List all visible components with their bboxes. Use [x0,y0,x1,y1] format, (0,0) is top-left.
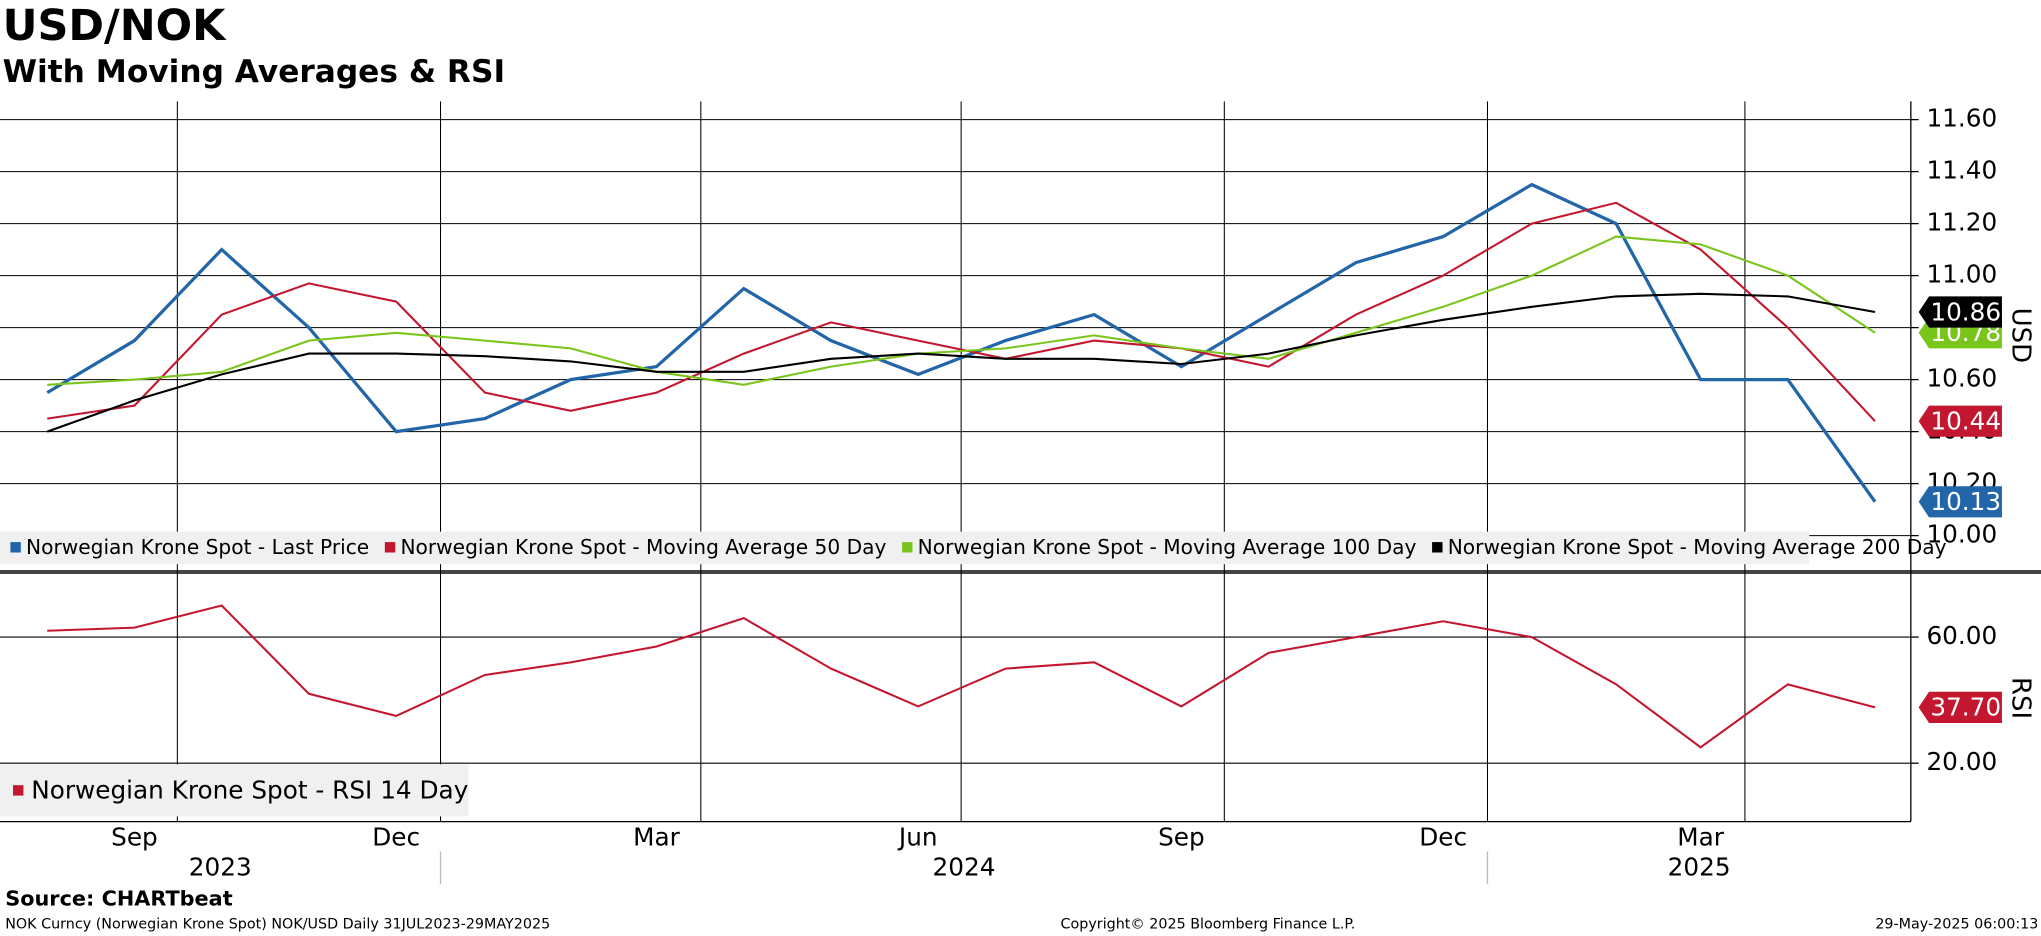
series-line [46,292,1876,433]
x-year-label: 2024 [933,852,996,881]
x-tick-label: Mar [633,823,680,852]
last-value-badge [1918,486,2002,518]
legend-swatch [1432,542,1443,553]
series-line [47,201,1876,422]
x-year-label: 2023 [189,852,252,881]
last-value-label: 37.70 [1930,693,2001,722]
legend-swatch [13,785,24,796]
last-value-label: 10.86 [1930,297,2001,326]
chart-subtitle: With Moving Averages & RSI [3,54,505,90]
chart-title: USD/NOK [3,1,228,51]
y-axis-label: USD [2006,308,2036,364]
x-year-label: 2025 [1668,852,1731,881]
footer-center: Copyright© 2025 Bloomberg Finance L.P. [1061,916,1356,932]
last-value-badge [1918,691,2002,723]
y-tick-label: 20.00 [1926,747,1997,776]
legend-label: Norwegian Krone Spot - RSI 14 Day [31,776,468,805]
last-value-badge [1918,296,2002,328]
y-tick-label: 10.00 [1926,520,1997,549]
y-tick-label: 10.60 [1926,364,1997,393]
legend-label: Norwegian Krone Spot - Moving Average 50… [400,535,886,559]
y-tick-label: 11.40 [1926,156,1997,185]
series-line [46,182,1877,503]
y-tick-label: 11.00 [1926,260,1997,289]
x-tick-label: Dec [1419,823,1467,852]
y-axis-label: RSI [2006,677,2036,719]
x-tick-label: Sep [1158,823,1205,852]
y-tick-label: 11.20 [1926,208,1997,237]
x-tick-label: Jun [897,823,938,852]
source: Source: CHARTbeat [5,887,233,911]
y-tick-label: 11.60 [1926,104,1997,133]
footer-right: 29-May-2025 06:00:13 [1875,916,2038,932]
last-value-label: 10.44 [1930,407,2001,436]
legend-label: Norwegian Krone Spot - Moving Average 20… [1448,535,1947,559]
last-value-label: 10.13 [1930,487,2001,516]
series-line [47,235,1876,386]
y-tick-label: 60.00 [1926,621,1997,650]
x-tick-label: Sep [111,823,158,852]
series-line [47,604,1876,749]
legend-label: Norwegian Krone Spot - Last Price [26,535,369,559]
legend-swatch [384,542,396,553]
last-value-badge [1918,405,2002,437]
x-tick-label: Dec [372,823,420,852]
legend-swatch [902,542,913,553]
legend-swatch [10,542,21,553]
legend-box [0,764,469,817]
legend-label: Norwegian Krone Spot - Moving Average 10… [918,535,1417,559]
footer-left: NOK Curncy (Norwegian Krone Spot) NOK/US… [5,916,550,932]
x-tick-label: Mar [1677,823,1724,852]
